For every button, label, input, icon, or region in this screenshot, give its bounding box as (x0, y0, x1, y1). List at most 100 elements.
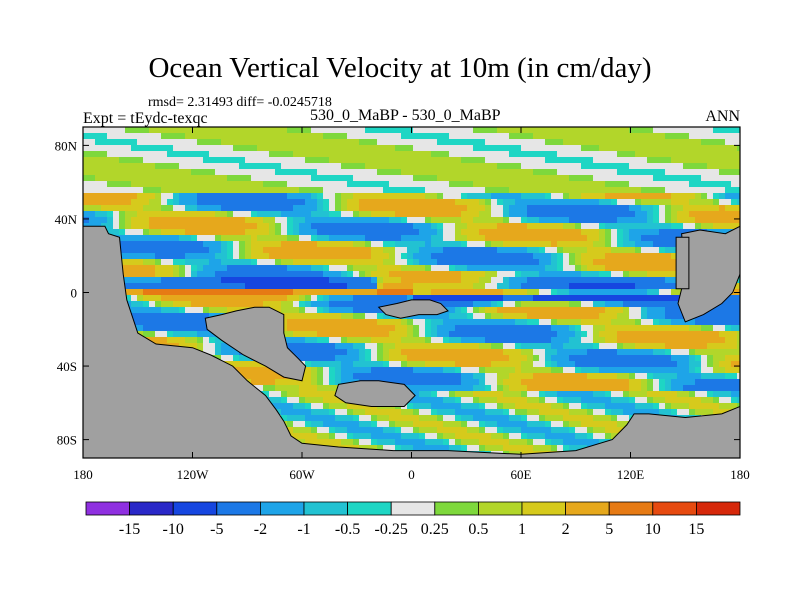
field-cell (497, 181, 504, 188)
field-cell (329, 127, 336, 134)
field-cell (299, 175, 306, 182)
field-cell (551, 343, 558, 350)
field-cell (263, 223, 270, 230)
field-cell (431, 229, 438, 236)
field-cell (119, 235, 126, 242)
field-cell (311, 397, 318, 404)
field-cell (611, 313, 618, 320)
field-cell (647, 193, 654, 200)
field-cell (209, 151, 216, 158)
field-cell (419, 205, 426, 212)
field-cell (491, 295, 498, 302)
field-cell (251, 163, 258, 170)
field-cell (425, 217, 432, 224)
field-cell (293, 247, 300, 254)
field-cell (683, 349, 690, 356)
field-cell (731, 151, 738, 158)
field-cell (455, 391, 462, 398)
field-cell (713, 211, 720, 218)
field-cell (389, 349, 396, 356)
field-cell (473, 211, 480, 218)
field-cell (617, 199, 624, 206)
field-cell (341, 331, 348, 338)
field-cell (245, 253, 252, 260)
field-cell (431, 139, 438, 146)
field-cell (479, 373, 486, 380)
field-cell (629, 235, 636, 242)
field-cell (149, 151, 156, 158)
field-cell (113, 205, 120, 212)
field-cell (233, 199, 240, 206)
field-cell (617, 205, 624, 212)
field-cell (245, 133, 252, 140)
field-cell (233, 187, 240, 194)
field-cell (623, 217, 630, 224)
field-cell (605, 265, 612, 272)
field-cell (737, 127, 740, 134)
field-cell (647, 283, 654, 290)
field-cell (485, 349, 492, 356)
field-cell (611, 385, 618, 392)
field-cell (671, 361, 678, 368)
field-cell (293, 391, 300, 398)
field-cell (515, 301, 522, 308)
field-cell (107, 187, 114, 194)
field-cell (317, 163, 324, 170)
field-cell (377, 307, 384, 314)
field-cell (89, 217, 96, 224)
field-cell (347, 373, 354, 380)
field-cell (587, 277, 594, 284)
field-cell (527, 259, 534, 266)
field-cell (287, 391, 294, 398)
field-cell (581, 229, 588, 236)
field-cell (113, 217, 120, 224)
field-cell (353, 271, 360, 278)
field-cell (659, 181, 666, 188)
field-cell (305, 373, 312, 380)
field-cell (425, 157, 432, 164)
field-cell (593, 193, 600, 200)
field-cell (551, 235, 558, 242)
field-cell (515, 199, 522, 206)
field-cell (155, 127, 162, 134)
field-cell (617, 373, 624, 380)
field-cell (149, 169, 156, 176)
field-cell (377, 139, 384, 146)
field-cell (521, 271, 528, 278)
field-cell (605, 253, 612, 260)
field-cell (347, 181, 354, 188)
field-cell (491, 283, 498, 290)
field-cell (395, 379, 402, 386)
field-cell (143, 271, 150, 278)
field-cell (395, 349, 402, 356)
field-cell (545, 343, 552, 350)
field-cell (497, 145, 504, 152)
field-cell (641, 169, 648, 176)
field-cell (377, 217, 384, 224)
field-cell (605, 151, 612, 158)
field-cell (545, 319, 552, 326)
field-cell (575, 391, 582, 398)
field-cell (479, 193, 486, 200)
field-cell (131, 193, 138, 200)
field-cell (413, 367, 420, 374)
field-cell (245, 181, 252, 188)
field-cell (719, 313, 726, 320)
field-cell (323, 229, 330, 236)
field-cell (587, 289, 594, 296)
field-cell (365, 337, 372, 344)
field-cell (329, 157, 336, 164)
field-cell (737, 151, 740, 158)
field-cell (239, 157, 246, 164)
field-cell (191, 217, 198, 224)
field-cell (455, 373, 462, 380)
field-cell (419, 157, 426, 164)
field-cell (665, 283, 672, 290)
field-cell (617, 229, 624, 236)
field-cell (515, 253, 522, 260)
field-cell (353, 217, 360, 224)
field-cell (197, 271, 204, 278)
field-cell (293, 265, 300, 272)
field-cell (707, 163, 714, 170)
field-cell (659, 355, 666, 362)
